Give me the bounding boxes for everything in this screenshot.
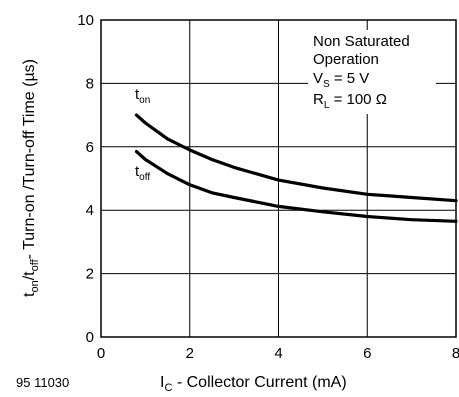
annotation-line1: Non Saturated bbox=[313, 33, 410, 50]
t-on-main: t bbox=[135, 86, 140, 103]
y-tick-label: 6 bbox=[86, 139, 94, 156]
rl-rest: = 100 Ω bbox=[329, 91, 387, 108]
vs-rest: = 5 V bbox=[330, 70, 370, 87]
rl-main: R bbox=[313, 91, 324, 108]
x-tick-labels: 0 2 4 6 8 bbox=[97, 345, 459, 362]
t-off-sub: off bbox=[139, 172, 150, 183]
y-label-part: on bbox=[29, 280, 41, 292]
x-label-sub: C bbox=[164, 382, 172, 394]
x-axis-label: IC - Collector Current (mA) bbox=[160, 374, 347, 394]
annotation-vs: VS = 5 V bbox=[313, 70, 369, 90]
series-label-t-on: ton bbox=[135, 86, 150, 106]
y-label-part: /t bbox=[21, 271, 38, 280]
series-label-t-off: toff bbox=[135, 163, 150, 183]
x-tick-label: 2 bbox=[186, 345, 194, 362]
y-label-part: off bbox=[29, 258, 41, 271]
series-line-t-off bbox=[134, 150, 458, 223]
annotation-rl: RL = 100 Ω bbox=[313, 91, 387, 111]
vs-main: V bbox=[313, 70, 323, 87]
x-tick-label: 4 bbox=[274, 345, 282, 362]
y-tick-label: 8 bbox=[86, 75, 94, 92]
series-layer bbox=[134, 113, 458, 223]
x-tick-label: 0 bbox=[97, 345, 105, 362]
y-tick-label: 4 bbox=[86, 202, 94, 219]
figure-id: 95 11030 bbox=[16, 375, 69, 390]
annotation-line2: Operation bbox=[313, 51, 379, 68]
y-label-part: t bbox=[21, 292, 38, 297]
y-tick-labels: 0 2 4 6 8 10 bbox=[77, 12, 94, 346]
x-label-main: I bbox=[160, 374, 164, 391]
x-tick-label: 6 bbox=[363, 345, 371, 362]
x-tick-label: 8 bbox=[452, 345, 459, 362]
grid bbox=[101, 20, 456, 337]
t-on-sub: on bbox=[139, 95, 150, 106]
t-off-main: t bbox=[135, 163, 140, 180]
y-tick-label: 2 bbox=[86, 266, 94, 283]
series-line-t-on bbox=[134, 113, 458, 203]
y-tick-label: 10 bbox=[77, 12, 94, 29]
y-tick-label: 0 bbox=[86, 329, 94, 346]
x-label-rest: - Collector Current (mA) bbox=[172, 374, 346, 391]
vs-sub: S bbox=[323, 79, 330, 90]
rl-sub: L bbox=[324, 100, 330, 111]
y-label-part: - Turn-on /Turn-off Time (µs) bbox=[21, 59, 38, 259]
y-axis-label: ton/toff- Turn-on /Turn-off Time (µs) bbox=[21, 59, 41, 297]
annotation-background bbox=[308, 30, 436, 114]
